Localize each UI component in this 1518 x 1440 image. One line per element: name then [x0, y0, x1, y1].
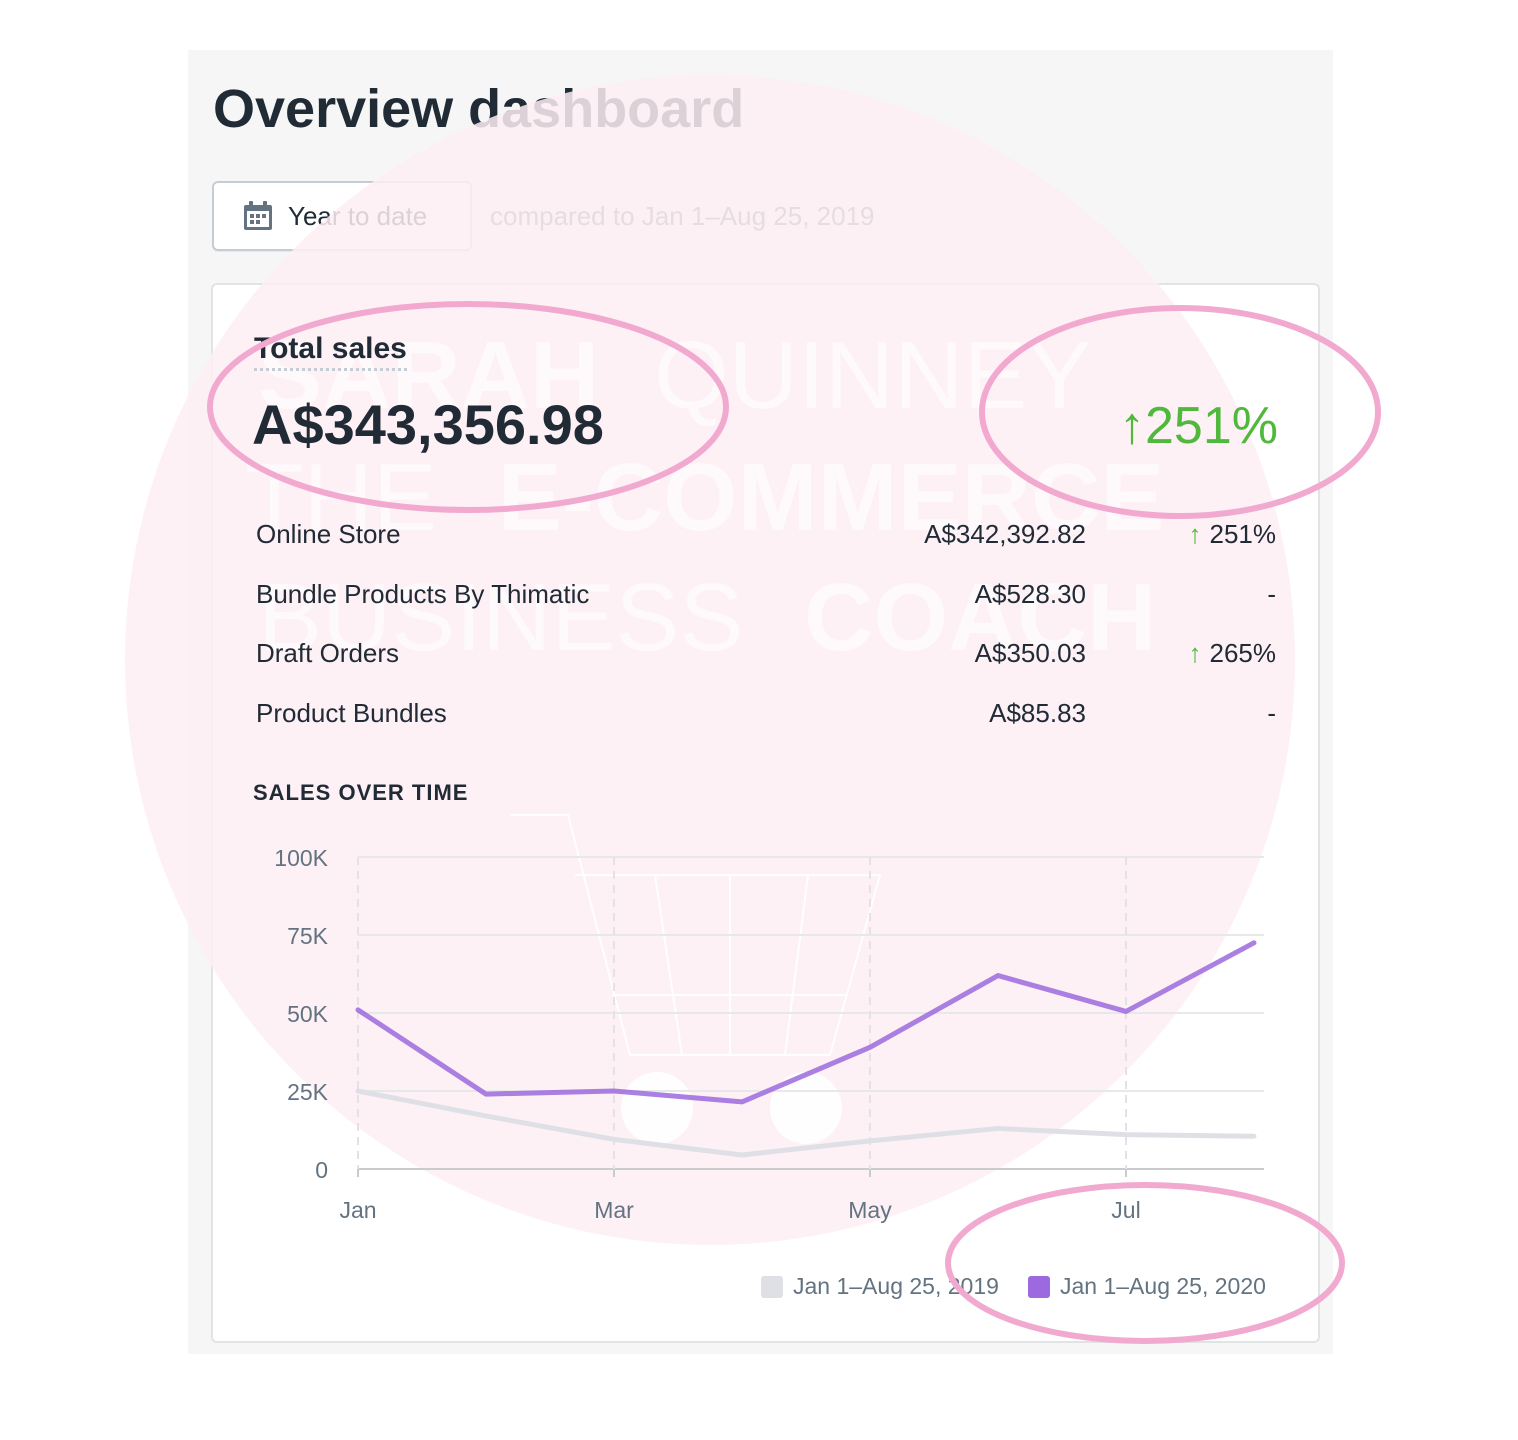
channel-change: - [1267, 698, 1276, 728]
legend-item-2020[interactable]: Jan 1–Aug 25, 2020 [1028, 1273, 1266, 1300]
channel-value: A$350.03 [974, 638, 1086, 668]
chart-title: SALES OVER TIME [253, 780, 469, 805]
arrow-up-icon: ↑ [1188, 519, 1202, 549]
channel-name: Draft Orders [256, 638, 400, 668]
legend-label: Jan 1–Aug 25, 2019 [793, 1273, 999, 1299]
x-tick-label: Mar [594, 1197, 634, 1223]
channel-change-value: 251% [1209, 519, 1277, 549]
y-tick-label: 100K [274, 845, 328, 871]
y-tick-label: 0 [315, 1157, 328, 1183]
x-tick-label: Jul [1111, 1197, 1140, 1223]
legend-label: Jan 1–Aug 25, 2020 [1060, 1273, 1266, 1299]
x-tick-label: Jan [339, 1197, 376, 1223]
channel-change: ↑ 265% [1189, 638, 1277, 669]
y-tick-label: 50K [287, 1001, 329, 1027]
channel-value: A$528.30 [974, 579, 1086, 609]
channel-value: A$342,392.82 [924, 519, 1086, 549]
series-line-2020 [355, 940, 1257, 1105]
channel-name: Product Bundles [256, 698, 447, 728]
y-tick-label: 25K [287, 1079, 329, 1105]
channel-name: Online Store [256, 519, 401, 549]
channel-change: - [1267, 579, 1276, 609]
channel-name: Bundle Products By Thimatic [256, 579, 590, 609]
x-tick-label: May [848, 1197, 892, 1223]
channel-change: ↑ 251% [1189, 519, 1277, 550]
y-tick-label: 75K [287, 923, 329, 949]
legend-swatch [1028, 1275, 1050, 1298]
channel-change-value: 265% [1209, 638, 1277, 668]
arrow-up-icon: ↑ [1188, 638, 1202, 668]
legend-item-2019[interactable]: Jan 1–Aug 25, 2019 [761, 1273, 999, 1300]
legend-swatch [761, 1275, 783, 1298]
series-line-2019 [355, 1088, 1257, 1158]
channel-value: A$85.83 [989, 698, 1086, 728]
